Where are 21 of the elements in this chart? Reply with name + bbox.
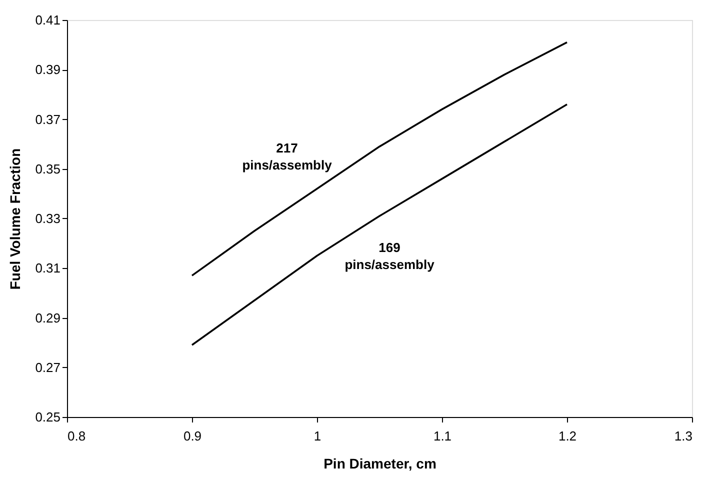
y-tick-label: 0.25 [35,410,60,424]
y-tick-label: 0.35 [35,161,60,176]
y-tick-label: 0.27 [35,360,60,375]
x-tick-label: 1 [314,428,322,444]
series-label: 169 pins/assembly [344,240,436,272]
x-tick-label: 0.9 [183,428,202,444]
y-tick-label: 0.31 [35,260,60,276]
line-series [191,103,568,346]
y-tick-label: 0.29 [35,310,60,326]
x-tick-label: 1.2 [558,428,577,444]
x-axis-title: Pin Diameter, cm [324,456,436,472]
x-tick-label: 1.1 [433,428,452,444]
series-label: 217 pins/assembly [242,140,333,173]
y-tick-label: 0.41 [35,12,60,28]
y-tick-label: 0.39 [35,62,60,78]
y-tick-label: 0.33 [35,211,60,226]
y-tick-label: 0.37 [35,112,60,127]
line-series [191,41,568,276]
x-tick-label: 0.8 [68,428,86,444]
x-tick-label: 1.3 [674,428,692,444]
y-axis-title: Fuel Volume Fraction [7,148,24,290]
